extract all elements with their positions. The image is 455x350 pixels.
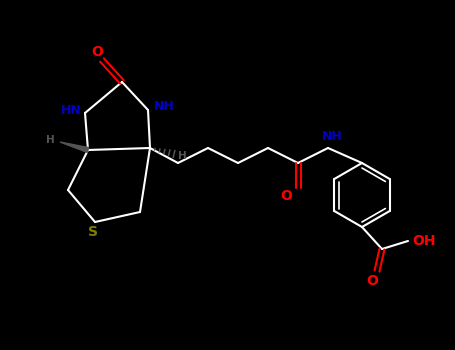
- Text: NH: NH: [322, 130, 342, 142]
- Text: O: O: [91, 45, 103, 59]
- Text: H: H: [177, 151, 187, 161]
- Text: HN: HN: [61, 104, 81, 117]
- Text: NH: NH: [154, 100, 174, 113]
- Text: H: H: [46, 135, 55, 145]
- Text: O: O: [366, 274, 378, 288]
- Text: O: O: [280, 189, 292, 203]
- Text: OH: OH: [412, 234, 436, 248]
- Text: S: S: [88, 225, 98, 239]
- Polygon shape: [60, 142, 89, 152]
